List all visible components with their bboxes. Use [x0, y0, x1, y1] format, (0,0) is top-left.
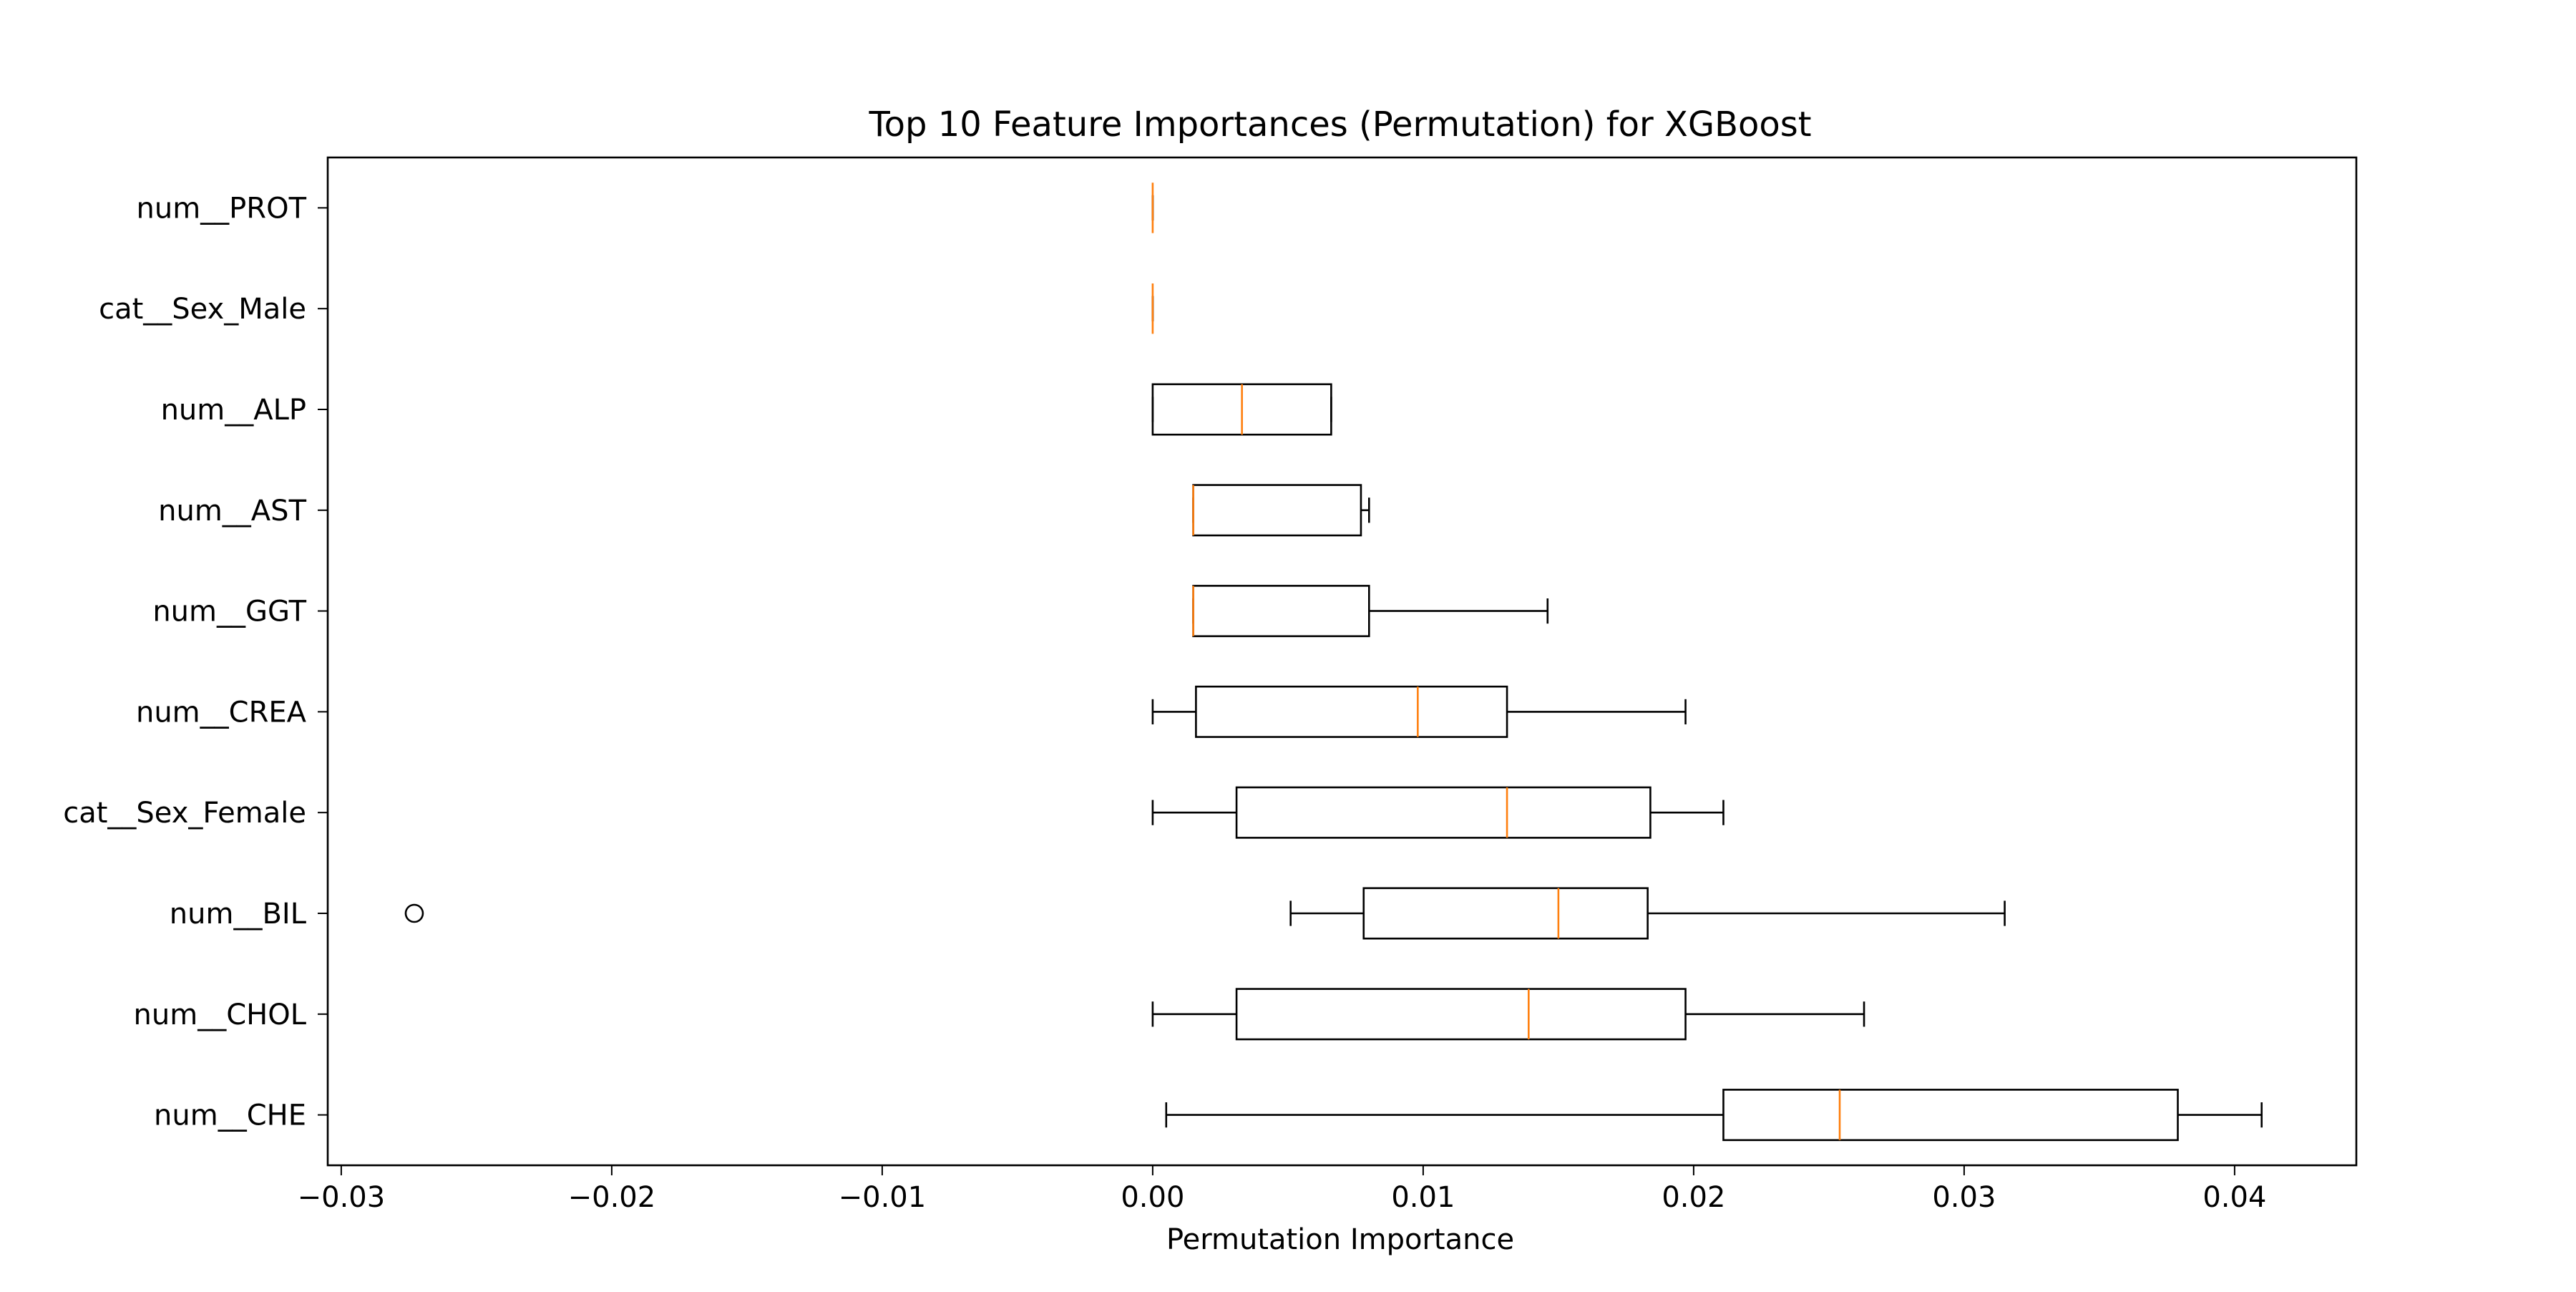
x-tick-label: 0.00 [1121, 1181, 1184, 1214]
x-tick-label: 0.02 [1662, 1181, 1725, 1214]
y-tick-label: num__PROT [137, 192, 307, 225]
y-tick-label: num__ALP [161, 394, 306, 427]
axes-frame [326, 156, 2358, 1167]
y-tick-label: num__AST [158, 495, 306, 528]
y-tick-label: cat__Sex_Female [63, 797, 306, 830]
x-tick-label: 0.04 [2202, 1181, 2266, 1214]
box [1362, 887, 1649, 940]
outlier-point [404, 903, 424, 923]
y-tick-label: num__CREA [136, 696, 307, 729]
y-tick-label: num__CHOL [134, 999, 307, 1031]
x-tick-label: −0.03 [298, 1181, 386, 1214]
chart-title: Top 10 Feature Importances (Permutation)… [868, 105, 1811, 145]
box [1195, 685, 1508, 738]
y-tick-label: num__GGT [152, 596, 306, 628]
box [1235, 786, 1652, 839]
x-tick-label: −0.01 [839, 1181, 927, 1214]
y-tick-label: cat__Sex_Male [99, 293, 306, 326]
box [1722, 1089, 2179, 1142]
box [1235, 988, 1687, 1041]
x-tick-label: 0.01 [1391, 1181, 1455, 1214]
plot-area: −0.03 −0.02 −0.01 0.00 0.01 0.02 0.03 0.04 num__… [63, 183, 2266, 1214]
x-axis-label: Permutation Importance [1166, 1223, 1514, 1256]
y-tick-label: num__CHE [154, 1099, 306, 1132]
x-tick-label: 0.03 [1932, 1181, 1996, 1214]
x-tick-label: −0.02 [568, 1181, 656, 1214]
y-tick-label: num__BIL [170, 898, 307, 931]
